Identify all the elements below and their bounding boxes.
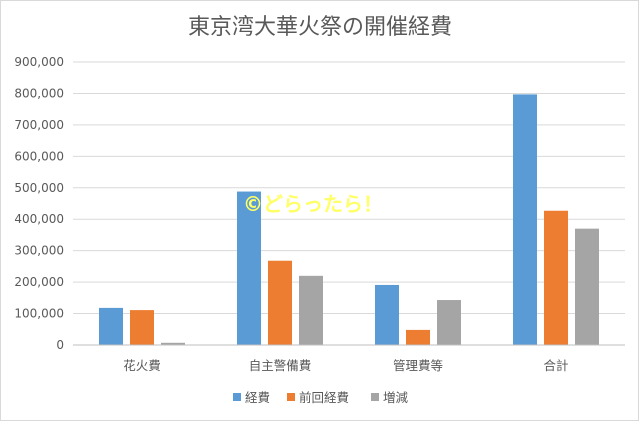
legend-label: 前回経費 bbox=[299, 390, 349, 405]
y-axis-ticks: 0 100,000 200,000 300,000 400,000 500,000 600,… bbox=[14, 55, 64, 352]
legend: 経費 前回経費 増減 bbox=[233, 390, 409, 405]
legend-swatch bbox=[287, 393, 295, 401]
bar-1-2 bbox=[237, 191, 261, 345]
bar-3-1 bbox=[161, 342, 185, 345]
y-tick-label: 900,000 bbox=[14, 55, 64, 69]
legend-label: 経費 bbox=[245, 390, 270, 405]
y-tick-label: 400,000 bbox=[14, 212, 64, 226]
y-tick-label: 300,000 bbox=[14, 244, 64, 258]
bar-2-4 bbox=[544, 210, 568, 345]
x-axis: 花火費 自主警備費 管理費等 合計 bbox=[73, 344, 625, 373]
bar-1-3 bbox=[375, 284, 399, 345]
category-label: 花火費 bbox=[123, 358, 161, 373]
y-tick-label: 700,000 bbox=[14, 118, 64, 132]
y-tick-label: 500,000 bbox=[14, 181, 64, 195]
bar-1-1 bbox=[99, 307, 123, 345]
y-tick-label: 600,000 bbox=[14, 149, 64, 163]
legend-label: 増減 bbox=[383, 390, 409, 405]
category-label: 管理費等 bbox=[393, 358, 443, 373]
y-tick-label: 0 bbox=[56, 338, 64, 352]
bar-1-4 bbox=[513, 94, 537, 345]
y-tick-label: 800,000 bbox=[14, 86, 64, 100]
bar-3-4 bbox=[575, 228, 599, 345]
y-tick-label: 200,000 bbox=[14, 275, 64, 289]
gridlines bbox=[73, 61, 625, 315]
bar-3-2 bbox=[299, 275, 323, 345]
legend-swatch bbox=[371, 393, 379, 401]
bar-2-1 bbox=[130, 310, 154, 345]
bar-2-2 bbox=[268, 260, 292, 345]
category-label: 自主警備費 bbox=[249, 358, 312, 373]
y-tick-label: 100,000 bbox=[14, 307, 64, 321]
category-label: 合計 bbox=[543, 358, 568, 373]
chart-title: 東京湾大華火祭の開催経費 bbox=[188, 15, 452, 40]
watermark-text: ©どらったら！ bbox=[243, 192, 383, 216]
bars bbox=[99, 94, 599, 345]
bar-2-3 bbox=[406, 329, 430, 345]
bar-3-3 bbox=[437, 300, 461, 345]
legend-swatch bbox=[233, 393, 241, 401]
